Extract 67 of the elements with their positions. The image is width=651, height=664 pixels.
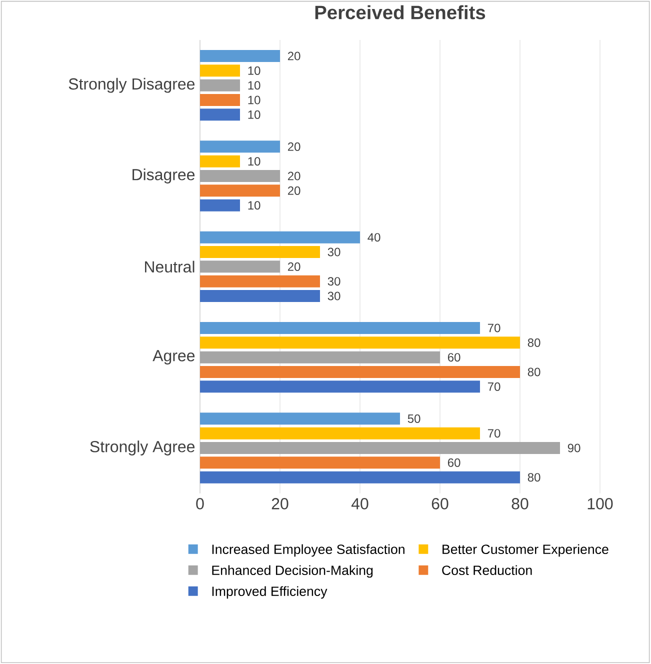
- bar: [200, 471, 520, 484]
- legend-label: Improved Efficiency: [212, 586, 328, 599]
- data-label: 10: [248, 157, 260, 166]
- bar: [200, 231, 360, 244]
- x-tick-label: 80: [512, 498, 528, 510]
- data-label: 90: [568, 444, 580, 452]
- x-tick-label: 100: [588, 498, 613, 510]
- y-tick-label: Disagree: [132, 168, 195, 184]
- data-label: 50: [408, 414, 420, 423]
- y-tick-label: Neutral: [145, 260, 194, 273]
- data-label: 60: [448, 458, 460, 467]
- data-label: 10: [248, 110, 260, 119]
- legend-label: Better Customer Experience: [442, 544, 609, 557]
- bar: [200, 79, 240, 92]
- bar: [200, 170, 280, 182]
- data-label: 10: [248, 96, 260, 104]
- data-label: 70: [488, 429, 500, 438]
- bar: [200, 456, 440, 469]
- data-label: 80: [528, 338, 540, 347]
- data-label: 30: [328, 292, 340, 300]
- x-tick-label: 40: [352, 498, 368, 510]
- bar: [200, 50, 280, 62]
- bar: [200, 64, 240, 77]
- bar: [200, 351, 440, 364]
- legend-label: Cost Reduction: [442, 565, 532, 576]
- data-label: 80: [528, 473, 540, 482]
- x-tick-label: 0: [196, 498, 204, 510]
- bar: [200, 94, 240, 106]
- y-tick-label: Strongly Agree: [90, 440, 195, 456]
- bar: [200, 140, 280, 153]
- data-label: 60: [448, 353, 460, 362]
- data-label: 30: [328, 277, 340, 286]
- bar: [200, 427, 480, 440]
- y-tick-label: Agree: [152, 350, 195, 364]
- bar: [200, 366, 520, 378]
- legend-label: Enhanced Decision-Making: [212, 565, 373, 578]
- data-label: 10: [248, 201, 260, 210]
- data-label: 30: [328, 248, 340, 256]
- data-label: 20: [288, 52, 300, 60]
- data-label: 10: [248, 81, 260, 90]
- data-label: 20: [288, 186, 300, 195]
- chart-title: Perceived Benefits: [316, 5, 486, 20]
- bar: [200, 275, 320, 288]
- data-label: 20: [288, 262, 300, 271]
- data-label: 20: [288, 172, 300, 180]
- bar: [200, 380, 480, 393]
- bar: [200, 108, 240, 121]
- y-tick-label: Strongly Disagree: [69, 78, 195, 93]
- legend-label: Increased Employee Satisfaction: [212, 544, 405, 557]
- bar: [200, 184, 280, 197]
- data-label: 70: [488, 382, 500, 391]
- data-label: 80: [528, 368, 540, 376]
- bar: [200, 412, 400, 425]
- bar: [200, 260, 280, 273]
- x-tick-label: 20: [272, 498, 288, 510]
- bar: [200, 246, 320, 258]
- bar: [200, 336, 520, 349]
- bar: [200, 290, 320, 302]
- bar: [200, 155, 240, 168]
- bar: [200, 199, 240, 212]
- x-tick-label: 60: [432, 498, 448, 510]
- data-label: 70: [488, 324, 500, 332]
- bar: [200, 322, 480, 334]
- data-label: 40: [368, 233, 380, 242]
- data-label: 20: [288, 142, 300, 151]
- data-label: 10: [248, 66, 260, 75]
- bar: [200, 442, 560, 454]
